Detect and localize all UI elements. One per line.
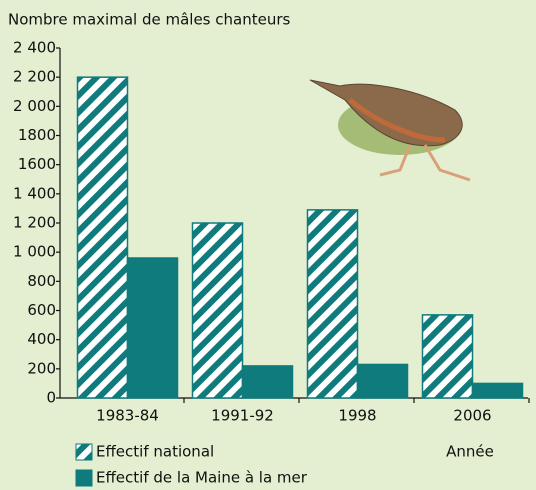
- bar: [243, 366, 293, 398]
- bar: [128, 258, 178, 398]
- x-tick-label: 2006: [453, 407, 491, 425]
- y-tick-label: 1 200: [13, 214, 56, 232]
- bar: [423, 315, 473, 398]
- chart-title: Nombre maximal de mâles chanteurs: [8, 11, 290, 29]
- x-tick-label: 1983-84: [96, 407, 159, 425]
- y-tick-label: 800: [27, 272, 56, 290]
- y-tick-label: 0: [46, 389, 56, 407]
- y-tick-label: 2 000: [13, 97, 56, 115]
- y-tick-label: 2 400: [13, 39, 56, 57]
- bar: [78, 77, 128, 398]
- legend-label: Effectif national: [96, 443, 214, 461]
- y-tick-label: 600: [27, 301, 56, 319]
- x-tick-label: 1991-92: [211, 407, 274, 425]
- bar: [193, 223, 243, 398]
- chart: Nombre maximal de mâles chanteurs Année …: [0, 0, 536, 490]
- y-tick-label: 1 400: [13, 184, 56, 202]
- y-tick-label: 1 000: [13, 243, 56, 261]
- x-tick-label: 1998: [338, 407, 376, 425]
- bird-illustration: [310, 80, 470, 180]
- x-axis-label: Année: [446, 443, 494, 461]
- legend-label: Effectif de la Maine à la mer: [96, 469, 308, 487]
- page: {"chart_data": {"type": "bar", "title": …: [0, 0, 536, 490]
- legend-swatch: [76, 444, 92, 460]
- y-tick-label: 1600: [18, 155, 56, 173]
- bar: [358, 364, 408, 398]
- y-tick-label: 200: [27, 359, 56, 377]
- bar: [473, 383, 523, 398]
- y-tick-label: 400: [27, 330, 56, 348]
- y-tick-label: 1800: [18, 126, 56, 144]
- legend-swatch: [76, 470, 92, 486]
- bar: [308, 210, 358, 398]
- y-tick-label: 2 200: [13, 68, 56, 86]
